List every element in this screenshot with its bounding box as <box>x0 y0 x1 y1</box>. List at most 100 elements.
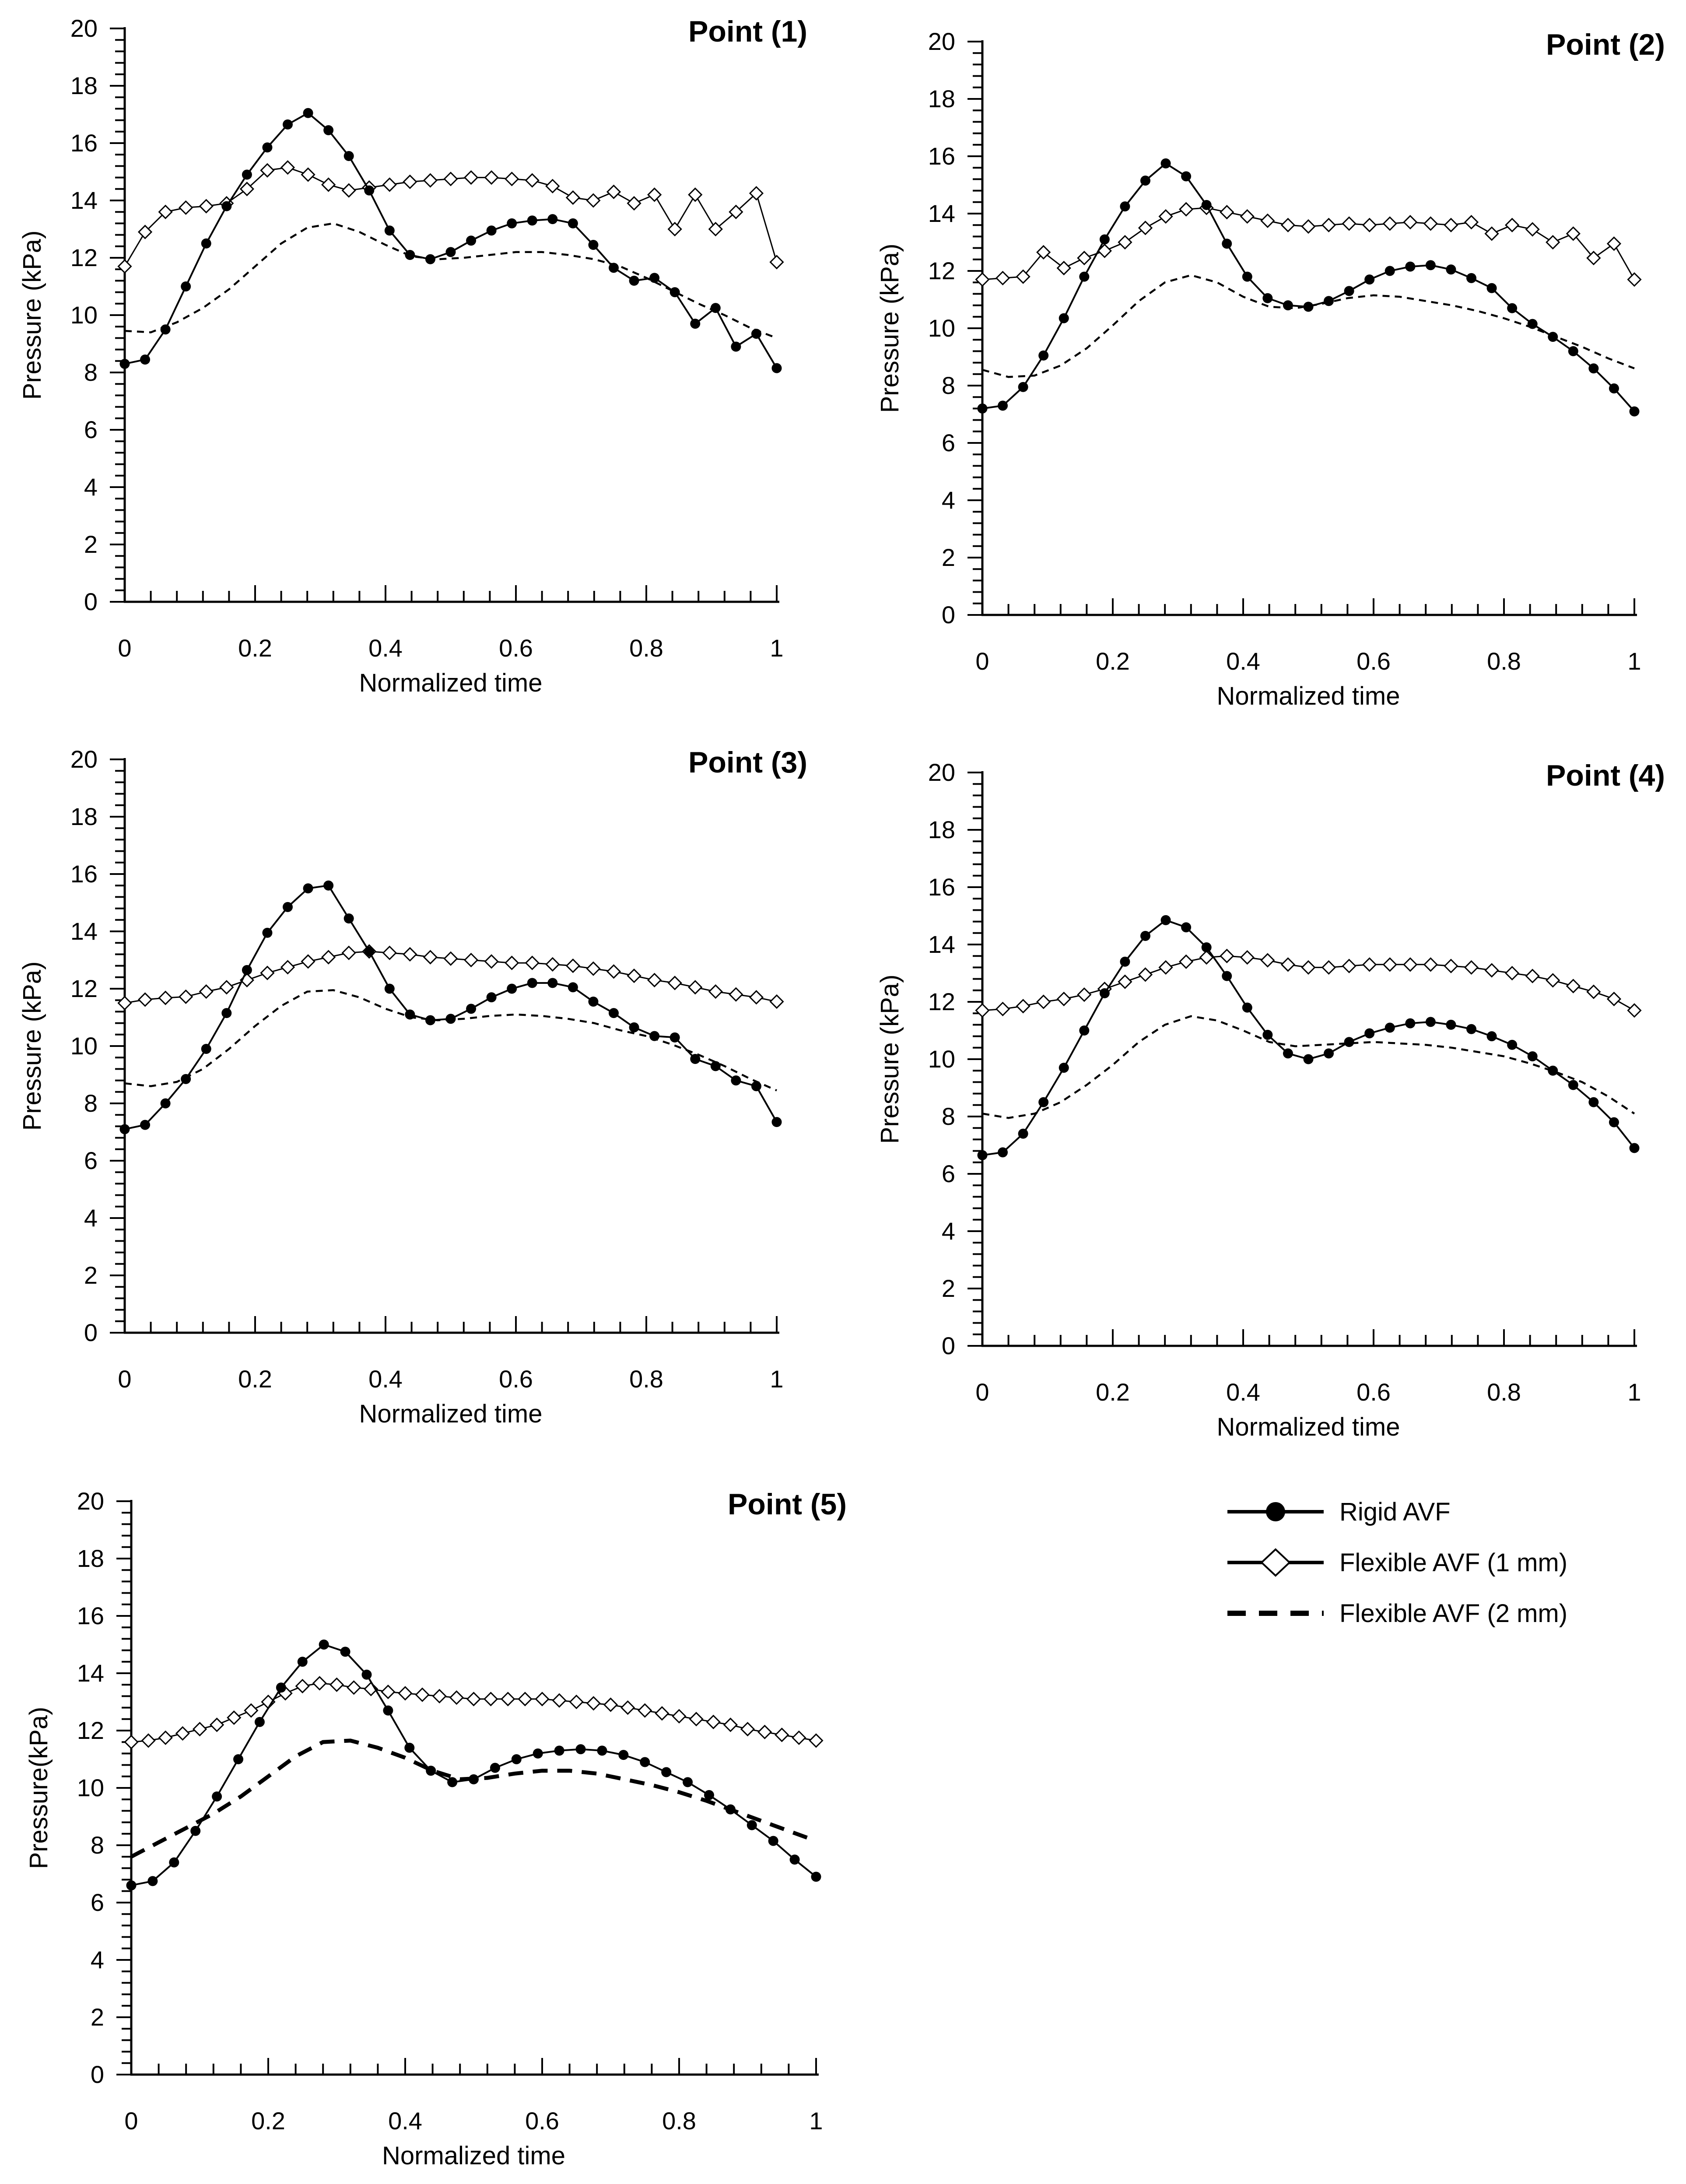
data-point-circle <box>1609 1117 1619 1127</box>
data-point-circle <box>344 151 354 161</box>
data-point-diamond <box>1158 209 1173 224</box>
x-tick-label: 0.6 <box>525 2107 559 2135</box>
data-point-diamond <box>627 196 641 211</box>
x-tick-label: 0 <box>975 1378 989 1406</box>
data-point-circle <box>1344 1037 1354 1047</box>
data-point-circle <box>119 1124 130 1134</box>
data-point-circle <box>1018 382 1028 392</box>
data-point-diamond <box>740 1722 755 1737</box>
data-point-diamond <box>586 193 601 208</box>
x-axis-title: Normalized time <box>359 1400 543 1428</box>
series-flexible-avf-1mm <box>975 948 1642 1018</box>
data-point-diamond <box>723 1717 738 1732</box>
y-tick-label: 10 <box>928 314 955 342</box>
data-point-diamond <box>545 179 560 193</box>
data-point-diamond <box>775 1728 789 1742</box>
chart-point-4: 0 2 4 6 8 10 12 14 16 18 20 0 0.2 0.4 0.6 0.8 1 Normalize… <box>876 758 1665 1441</box>
data-point-diamond <box>341 183 356 198</box>
data-point-diamond <box>1464 215 1479 230</box>
data-point-diamond <box>975 272 990 287</box>
x-tick-label: 0.4 <box>368 1365 403 1393</box>
data-point-diamond <box>1280 218 1296 232</box>
data-point-diamond <box>708 984 723 999</box>
data-point-circle <box>597 1745 607 1756</box>
data-point-circle <box>384 225 395 236</box>
legend-label: Flexible AVF (1 mm) <box>1339 1548 1568 1577</box>
data-point-diamond <box>398 1686 413 1701</box>
data-point-circle <box>710 303 721 313</box>
data-point-diamond <box>260 163 275 178</box>
data-point-diamond <box>1301 219 1316 234</box>
data-point-circle <box>303 883 313 894</box>
data-point-circle <box>1486 1031 1497 1042</box>
x-tick-label: 0 <box>118 634 131 662</box>
axes <box>967 40 1637 616</box>
axes <box>110 27 779 603</box>
data-point-diamond <box>627 968 641 983</box>
data-point-diamond <box>1464 960 1479 975</box>
y-tick-label: 14 <box>70 917 98 945</box>
data-point-diamond <box>1118 974 1132 989</box>
data-point-diamond <box>158 1730 173 1745</box>
data-point-diamond <box>975 1003 990 1018</box>
data-point-diamond <box>749 990 764 1005</box>
data-point-circle <box>683 1777 693 1787</box>
data-point-circle <box>1507 1039 1518 1050</box>
data-point-circle <box>747 1820 757 1830</box>
data-point-circle <box>1507 303 1518 313</box>
data-point-circle <box>486 225 497 236</box>
series-flexible-avf-1mm <box>117 160 784 274</box>
data-point-diamond <box>1260 213 1275 228</box>
data-point-circle <box>1201 942 1212 953</box>
x-axis-title: Normalized time <box>1217 1413 1400 1441</box>
data-point-diamond <box>1566 979 1581 994</box>
data-point-diamond <box>1382 957 1397 972</box>
y-tick-label: 14 <box>928 930 955 958</box>
data-point-circle <box>490 1763 500 1773</box>
data-point-circle <box>181 281 191 291</box>
y-tick-label: 0 <box>91 2061 104 2088</box>
x-tick-label: 0 <box>975 647 989 675</box>
y-tick-label: 18 <box>928 816 955 843</box>
data-point-diamond <box>329 1677 344 1692</box>
y-tick-label: 20 <box>70 745 98 773</box>
data-point-circle <box>1629 1143 1640 1153</box>
data-point-circle <box>547 214 558 225</box>
data-point-diamond <box>729 204 743 219</box>
axes <box>967 771 1637 1347</box>
y-tick-label: 4 <box>84 473 98 501</box>
data-point-diamond <box>466 1692 481 1706</box>
y-axis-title: Pressure (kPa) <box>18 231 46 400</box>
y-tick-label: 12 <box>77 1717 104 1744</box>
data-point-circle <box>1344 286 1354 296</box>
data-point-circle <box>469 1774 479 1784</box>
data-point-diamond <box>1321 218 1336 232</box>
x-tick-label: 0.8 <box>629 1365 663 1393</box>
data-point-diamond <box>321 177 336 192</box>
y-tick-label: 10 <box>77 1774 104 1801</box>
data-point-diamond <box>505 172 519 186</box>
data-point-circle <box>1568 346 1578 356</box>
data-point-circle <box>669 1032 680 1043</box>
data-point-diamond <box>1444 218 1458 232</box>
data-point-circle <box>1385 1022 1395 1033</box>
data-point-circle <box>1038 350 1049 361</box>
data-point-circle <box>1405 261 1416 272</box>
y-tick-label: 2 <box>84 530 98 558</box>
data-point-circle <box>725 1804 736 1815</box>
data-point-circle <box>1324 296 1334 306</box>
x-tick-label: 1 <box>809 2107 823 2135</box>
x-axis-title: Normalized time <box>359 669 543 697</box>
data-point-circle <box>1568 1080 1578 1090</box>
data-point-circle <box>147 1876 158 1886</box>
data-point-circle <box>1018 1128 1028 1139</box>
data-point-diamond <box>586 961 601 976</box>
data-point-circle <box>1425 260 1436 270</box>
data-point-circle <box>609 1008 619 1018</box>
series-rigid-avf <box>119 108 782 373</box>
data-point-circle <box>1283 300 1293 311</box>
data-point-circle <box>262 927 273 938</box>
data-point-circle <box>340 1647 351 1657</box>
data-point-circle <box>1385 266 1395 276</box>
data-point-circle <box>344 913 354 924</box>
